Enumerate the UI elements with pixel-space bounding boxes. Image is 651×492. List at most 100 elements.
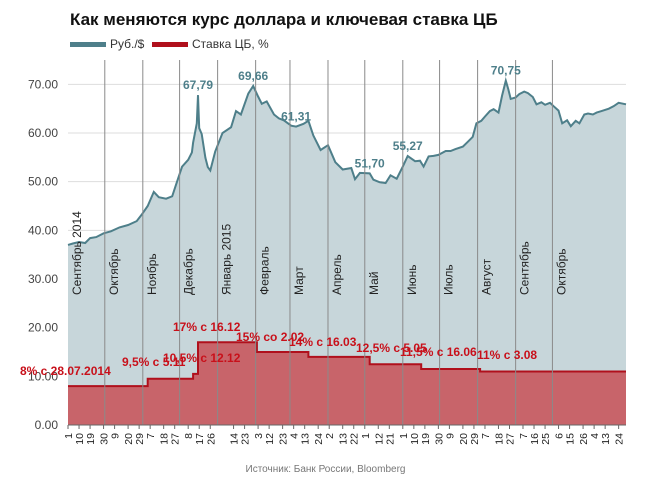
x-tick-label: 27 xyxy=(170,433,182,445)
y-tick-label: 70.00 xyxy=(28,77,58,91)
peak-value-label: 55,27 xyxy=(393,139,423,153)
month-label: Сентябрь 2014 xyxy=(70,211,84,295)
month-label: Декабрь xyxy=(182,248,196,295)
x-tick-label: 23 xyxy=(240,433,252,445)
x-tick-label: 21 xyxy=(384,433,396,445)
month-label: Июль xyxy=(442,264,456,295)
month-label: Август xyxy=(480,258,494,295)
series-rate xyxy=(68,341,626,425)
rate-change-label: 17% с 16.12 xyxy=(173,320,241,334)
series-rub xyxy=(67,76,627,425)
data-labels: 67,79 69,66 61,31 51,70 55,27 70,75 8% с 28.07… xyxy=(20,64,537,378)
x-tick-label: 1 xyxy=(360,433,372,439)
legend-swatch-rub xyxy=(70,41,106,47)
x-tick-label: 30 xyxy=(433,433,445,445)
x-tick-label: 22 xyxy=(349,433,361,445)
x-tick-label: 15 xyxy=(565,433,577,445)
x-tick-label: 16 xyxy=(529,433,541,445)
rate-change-label: 14% с 16.03 xyxy=(289,335,357,349)
month-label: Апрель xyxy=(330,254,344,295)
rate-change-label: 12,5% с 5.05 xyxy=(356,341,427,355)
legend-label-rub: Руб./$ xyxy=(110,37,145,51)
x-tick-label: 1 xyxy=(398,433,410,439)
x-tick-label: 20 xyxy=(123,433,135,445)
month-label: Июнь xyxy=(405,264,419,295)
legend-label-rate: Ставка ЦБ, % xyxy=(192,37,269,51)
rate-change-label: 15% со 2.02 xyxy=(236,330,304,344)
y-tick-label: 50.00 xyxy=(28,175,58,189)
chart-title: Как меняются курс доллара и ключевая ста… xyxy=(70,10,498,29)
x-tick-label: 30 xyxy=(99,433,111,445)
month-label: Ноябрь xyxy=(145,253,159,295)
source-note: Источник: Банк России, Bloomberg xyxy=(245,464,406,475)
peak-value-label: 61,31 xyxy=(281,110,311,124)
rate-change-label: 8% с 28.07.2014 xyxy=(20,364,111,378)
rate-change-label: 10,5% с 12.12 xyxy=(163,351,241,365)
peak-value-label: 70,75 xyxy=(491,64,521,78)
peak-value-label: 67,79 xyxy=(183,78,213,92)
y-tick-label: 20.00 xyxy=(28,321,58,335)
x-tick-label: 10 xyxy=(74,433,86,445)
rate-change-label: 9,5% с 5.11 xyxy=(122,355,186,369)
x-tick-label: 14 xyxy=(229,433,241,445)
peak-value-label: 51,70 xyxy=(355,156,385,170)
x-tick-label: 8 xyxy=(183,433,195,439)
x-tick-label: 12 xyxy=(373,433,385,445)
x-tick-label: 10 xyxy=(409,433,421,445)
x-tick-label: 13 xyxy=(300,433,312,445)
rate-change-label: 11% с 3.08 xyxy=(477,348,537,362)
month-separators: Сентябрь 2014 Октябрь Ноябрь Декабрь Январь … xyxy=(70,60,568,425)
legend-item-rub: Руб./$ xyxy=(70,37,144,51)
x-tick-label: 4 xyxy=(289,433,301,439)
month-label: Февраль xyxy=(258,246,272,295)
x-tick-label: 27 xyxy=(504,433,516,445)
legend-item-rate: Ставка ЦБ, % xyxy=(152,37,269,51)
x-tick-label: 13 xyxy=(338,433,350,445)
x-tick-label: 13 xyxy=(600,433,612,445)
x-tick-label: 18 xyxy=(493,433,505,445)
x-tick-label: 29 xyxy=(469,433,481,445)
x-tick-label: 25 xyxy=(540,433,552,445)
y-axis: 0.00 10.00 20.00 30.00 40.00 50.00 60.00 70.00 xyxy=(28,77,58,432)
legend-swatch-rate xyxy=(152,41,188,47)
x-tick-label: 3 xyxy=(253,433,265,439)
month-label: Май xyxy=(367,271,381,295)
rate-area xyxy=(68,342,626,425)
x-tick-label: 7 xyxy=(145,433,157,439)
x-tick-label: 1 xyxy=(63,433,75,439)
month-label: Сентябрь xyxy=(518,241,532,295)
x-tick-label: 26 xyxy=(205,433,217,445)
month-label: Март xyxy=(292,266,306,295)
peak-value-label: 69,66 xyxy=(238,69,268,83)
month-label: Октябрь xyxy=(554,248,568,295)
x-tick-label: 2 xyxy=(324,433,336,439)
x-tick-label: 7 xyxy=(518,433,530,439)
x-tick-label: 23 xyxy=(278,433,290,445)
y-tick-label: 10.00 xyxy=(28,369,58,383)
x-tick-label: 9 xyxy=(444,433,456,439)
x-tick-label: 26 xyxy=(578,433,590,445)
y-tick-label: 40.00 xyxy=(28,223,58,237)
month-label: Январь 2015 xyxy=(220,224,234,295)
month-label: Октябрь xyxy=(107,248,121,295)
y-tick-label: 60.00 xyxy=(28,126,58,140)
rate-line xyxy=(68,341,626,388)
y-tick-label: 30.00 xyxy=(28,272,58,286)
x-tick-label: 6 xyxy=(554,433,566,439)
x-tick-label: 9 xyxy=(110,433,122,439)
x-axis: 1 10 19 30 9 20 29 7 18 27 8 17 26 14 23 3 12 23 4 13 24 2 13 2… xyxy=(63,424,626,445)
x-tick-label: 17 xyxy=(194,433,206,445)
x-tick-label: 19 xyxy=(420,433,432,445)
x-tick-label: 4 xyxy=(589,433,601,439)
rub-line xyxy=(67,76,627,246)
x-tick-label: 20 xyxy=(458,433,470,445)
x-tick-label: 18 xyxy=(159,433,171,445)
x-tick-label: 7 xyxy=(480,433,492,439)
y-tick-label: 0.00 xyxy=(35,418,59,432)
rate-change-label: 11,5% с 16.06 xyxy=(400,345,477,359)
x-tick-label: 12 xyxy=(264,433,276,445)
x-tick-label: 29 xyxy=(134,433,146,445)
x-tick-label: 24 xyxy=(614,433,626,445)
x-tick-label: 19 xyxy=(85,433,97,445)
x-tick-label: 24 xyxy=(313,433,325,445)
